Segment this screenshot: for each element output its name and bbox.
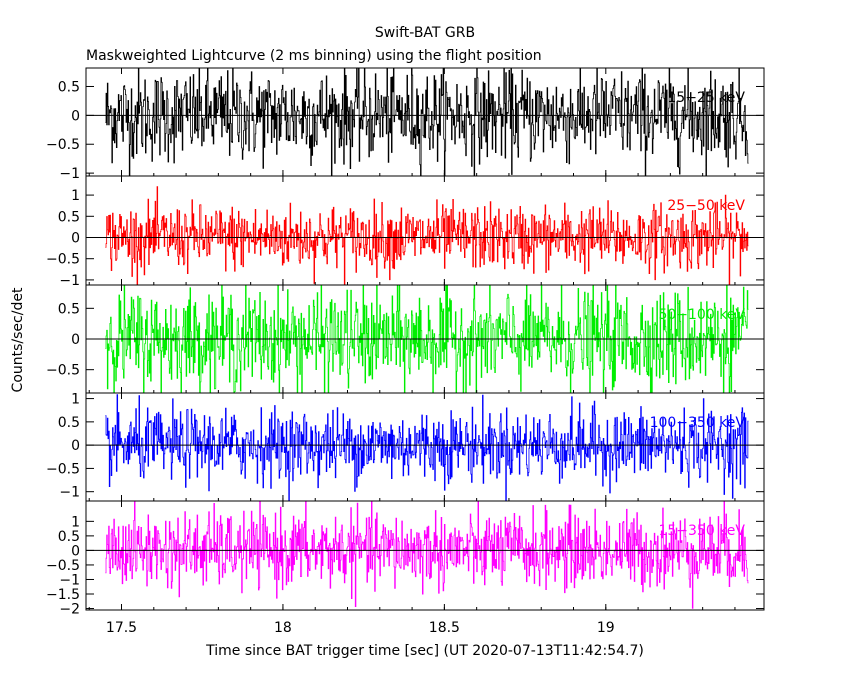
band-label: 15−350 keV xyxy=(658,523,745,539)
x-tick-label: 18 xyxy=(274,620,292,636)
y-tick-label: −0.5 xyxy=(46,137,80,153)
y-tick-label: 0 xyxy=(71,543,80,559)
series-line-4 xyxy=(105,394,749,502)
y-tick-label: 0 xyxy=(71,438,80,454)
panel-1: 0.5 0 −0.5 −1 15−25 keV xyxy=(46,67,765,182)
panel-5: 10.50−0.5−1−1.5−2 15−350 keV xyxy=(46,500,765,618)
series-line-3 xyxy=(105,284,749,394)
y-tick-label: −0.5 xyxy=(46,363,80,379)
y-axis-label: Counts/sec/det xyxy=(10,287,26,392)
y-tick-label: 0.5 xyxy=(58,209,80,225)
y-tick-label: −1 xyxy=(59,273,80,289)
band-label: 100−350 keV xyxy=(650,415,746,431)
panel-frame-5 xyxy=(85,500,765,611)
x-tick-label: 18.5 xyxy=(429,620,460,636)
y-tick-label: 0 xyxy=(71,332,80,348)
y-tick-label: −1.5 xyxy=(46,587,80,603)
panel-4: 1 0.5 0 −0.5 −1 100−350 keV xyxy=(46,392,765,502)
panel-3: 0.5 0 −0.5 50−100 keV xyxy=(46,284,765,394)
x-axis-label: Time since BAT trigger time [sec] (UT 20… xyxy=(205,643,644,659)
panel-2: 1 0.5 0 −0.5 −1 25−50 keV xyxy=(46,175,765,289)
y-tick-label: 0.5 xyxy=(58,79,80,95)
band-label: 50−100 keV xyxy=(658,307,745,323)
x-tick-label: 17.5 xyxy=(106,620,137,636)
x-tick-label: 19 xyxy=(597,620,615,636)
y-tick-label: −0.5 xyxy=(46,252,80,268)
y-tick-label: 0 xyxy=(71,108,80,124)
series-line-5 xyxy=(105,500,749,609)
y-tick-label: −1 xyxy=(59,166,80,182)
series-line-1 xyxy=(105,67,749,177)
y-tick-label: −0.5 xyxy=(46,558,80,574)
y-tick-label: 0.5 xyxy=(58,301,80,317)
y-tick-label: 0.5 xyxy=(58,529,80,545)
y-tick-label: 1 xyxy=(71,188,80,204)
series-line-2 xyxy=(105,186,749,286)
y-tick-label: 1 xyxy=(71,514,80,530)
band-label: 15−25 keV xyxy=(667,90,745,106)
y-tick-label: 0 xyxy=(71,230,80,246)
y-tick-label: −0.5 xyxy=(46,461,80,477)
y-tick-label: −1 xyxy=(59,485,80,501)
y-tick-label: 0.5 xyxy=(58,415,80,431)
band-label: 25−50 keV xyxy=(667,198,745,214)
chart-title: Swift-BAT GRB xyxy=(375,25,475,41)
y-tick-label: −2 xyxy=(59,602,80,618)
y-tick-label: −1 xyxy=(59,572,80,588)
chart-subtitle: Maskweighted Lightcurve (2 ms binning) u… xyxy=(86,48,542,64)
y-tick-label: 1 xyxy=(71,392,80,408)
